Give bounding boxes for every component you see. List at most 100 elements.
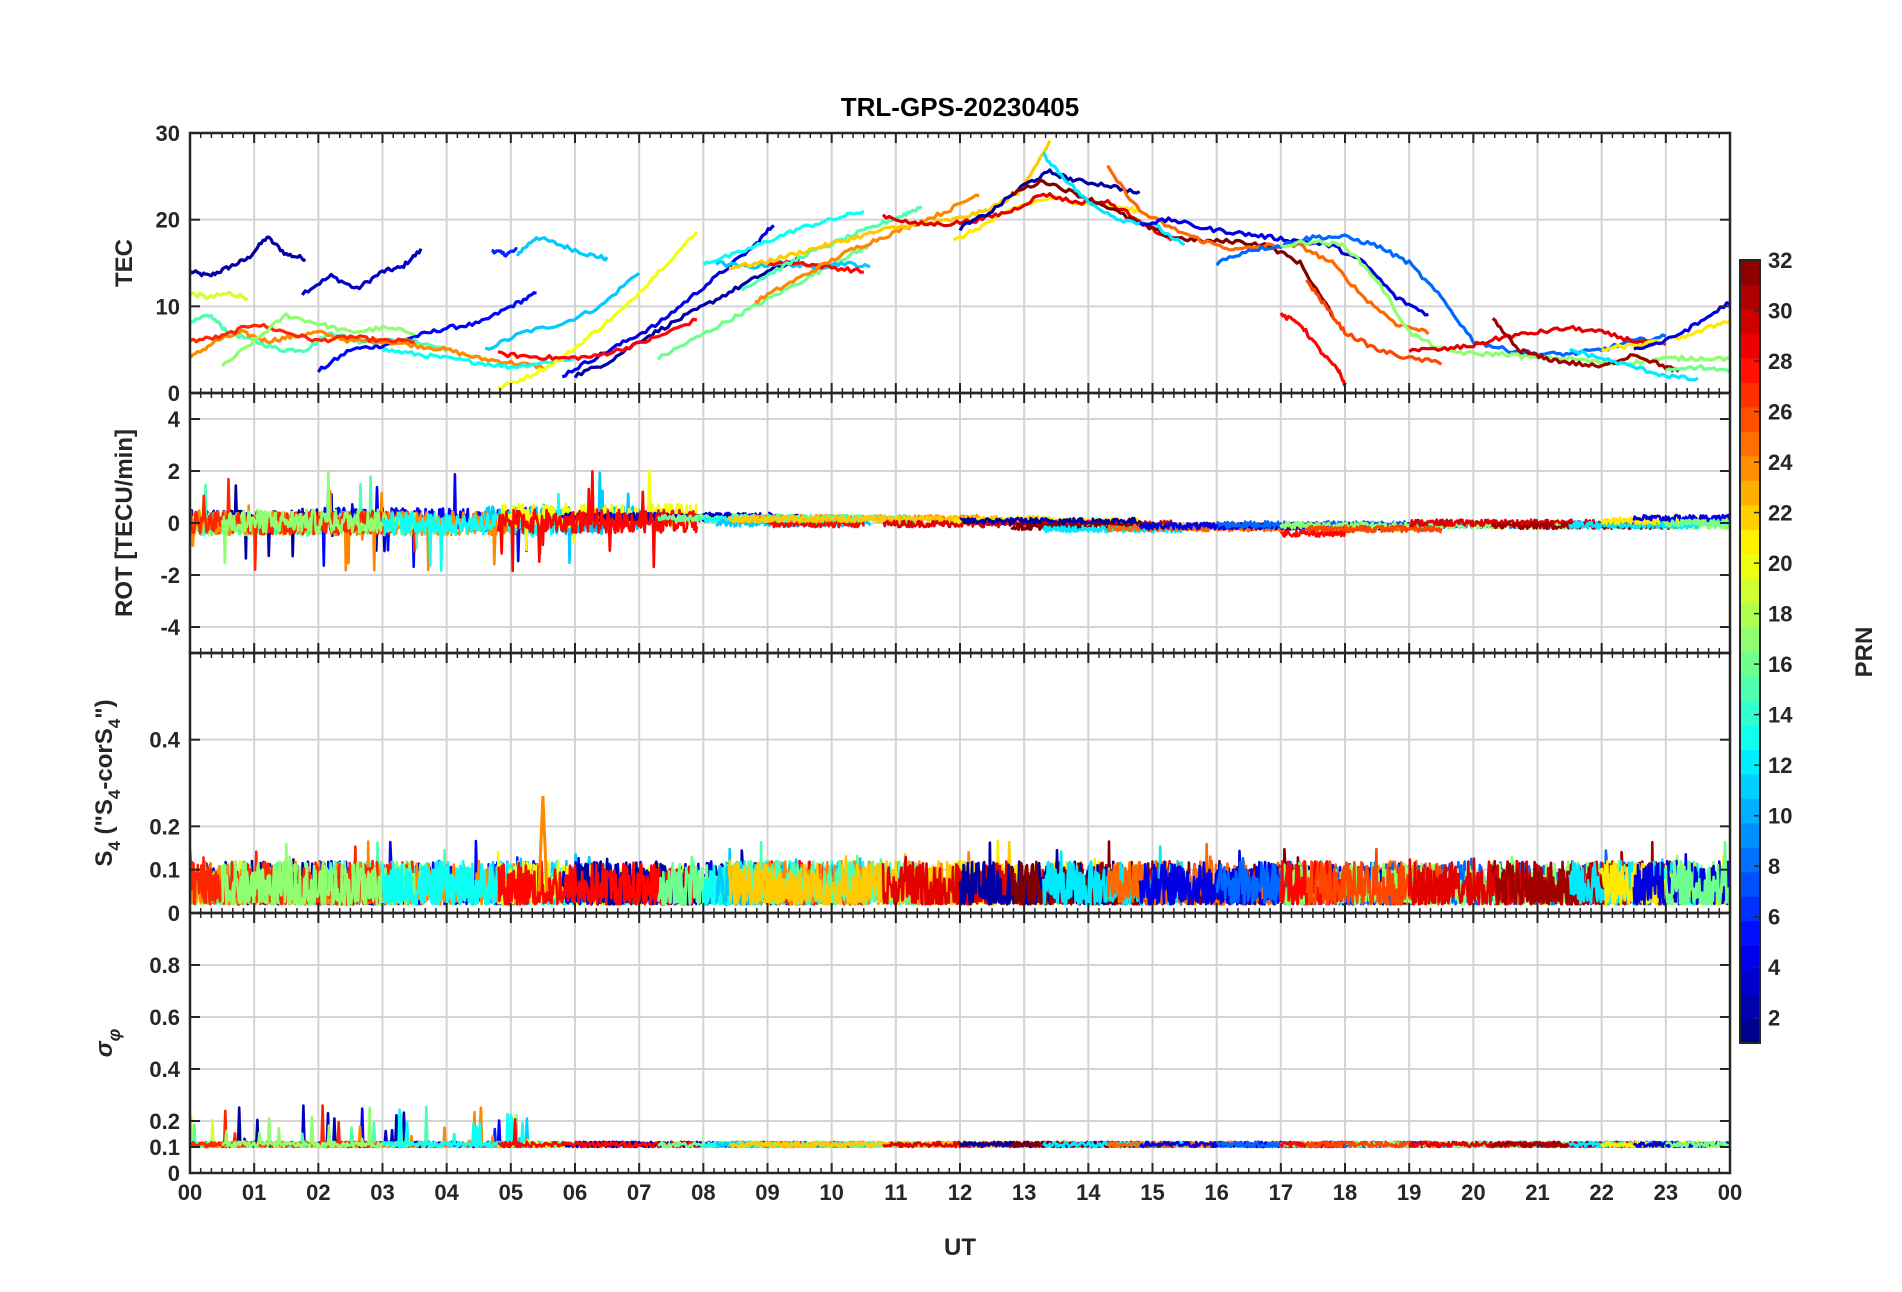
x-tick-label: 00 — [1718, 1180, 1742, 1205]
tec-series-line — [1569, 347, 1699, 382]
rot-series-line — [1280, 528, 1347, 538]
x-tick-label: 22 — [1589, 1180, 1613, 1205]
tec-series-line — [491, 247, 518, 258]
colorbar-segment — [1740, 798, 1760, 824]
colorbar-segment — [1740, 382, 1760, 408]
x-tick-label: 21 — [1525, 1180, 1549, 1205]
y-tick-label: 0.6 — [149, 1005, 180, 1030]
rot-series-line — [1568, 520, 1700, 530]
colorbar-segment — [1740, 260, 1760, 286]
y-tick-label: 0 — [168, 381, 180, 406]
y-tick-label: 0.4 — [149, 728, 180, 753]
colorbar-frame — [1739, 259, 1761, 1044]
x-tick-label: 01 — [242, 1180, 266, 1205]
frame-layer — [188, 131, 1761, 1175]
colorbar-segment — [1740, 847, 1760, 873]
rot-series-line — [496, 470, 699, 573]
x-tick-label: 16 — [1204, 1180, 1228, 1205]
s4-series-line — [1664, 840, 1730, 906]
colorbar-tick-label: 2 — [1768, 1006, 1780, 1031]
tec-series-line — [301, 248, 423, 296]
y-tick-label: 0.1 — [149, 858, 180, 883]
colorbar-segment — [1740, 945, 1760, 971]
colorbar-segment — [1740, 455, 1760, 481]
tec-series-line — [1215, 233, 1667, 358]
sigma-series-line — [221, 1106, 416, 1149]
tec-series-line — [1010, 178, 1334, 318]
panel-0-series — [190, 140, 1730, 391]
colorbar-tick-label: 26 — [1768, 400, 1792, 425]
colorbar-segment — [1740, 357, 1760, 383]
panel-3-series — [190, 1104, 1730, 1149]
x-tick-label: 10 — [819, 1180, 843, 1205]
tec-series-line — [1042, 151, 1186, 247]
colorbar-segment — [1740, 578, 1760, 604]
x-tick-label: 03 — [370, 1180, 394, 1205]
x-tick-label: 19 — [1397, 1180, 1421, 1205]
x-tick-label: 15 — [1140, 1180, 1164, 1205]
y-tick-label: 0.2 — [149, 814, 180, 839]
y-tick-label: 0 — [168, 901, 180, 926]
tec-series-line — [190, 322, 415, 344]
colorbar-segment — [1740, 724, 1760, 750]
tec-series-line — [754, 193, 980, 304]
tec-series-line — [497, 230, 699, 391]
colorbar-segment — [1740, 431, 1760, 457]
tec-series-line — [1665, 364, 1730, 374]
x-tick-label: 08 — [691, 1180, 715, 1205]
rot-series-line — [1664, 518, 1730, 528]
x-tick-label: 17 — [1269, 1180, 1293, 1205]
colorbar-tick-label: 14 — [1768, 703, 1793, 728]
colorbar-segment — [1740, 627, 1760, 653]
colorbar-label: PRN — [1851, 627, 1878, 678]
x-tick-label: 12 — [948, 1180, 972, 1205]
colorbar-segment — [1740, 333, 1760, 359]
y-tick-label: 0 — [168, 511, 180, 536]
x-tick-label: 02 — [306, 1180, 330, 1205]
colorbar-tick-label: 20 — [1768, 551, 1792, 576]
tec-series-line — [657, 243, 871, 361]
colorbar-tick-label: 22 — [1768, 501, 1792, 526]
y-tick-label: 0.4 — [149, 1057, 180, 1082]
tec-axis-label: TEC — [111, 239, 138, 287]
colorbar-tick-label: 12 — [1768, 753, 1792, 778]
tec-series-line — [881, 192, 1173, 242]
colorbar-segment — [1740, 553, 1760, 579]
tec-series-line — [573, 257, 801, 379]
colorbar-tick-label: 10 — [1768, 804, 1792, 829]
y-tick-label: 20 — [156, 208, 180, 233]
tec-series-line — [1633, 301, 1730, 351]
y-tick-label: 0 — [168, 1161, 180, 1186]
tec-series-line — [190, 235, 306, 278]
tec-series-line — [497, 317, 698, 361]
colorbar-segment — [1740, 700, 1760, 726]
x-tick-label: 23 — [1654, 1180, 1678, 1205]
y-tick-label: 0.1 — [149, 1135, 180, 1160]
tec-series-line — [220, 312, 415, 368]
colorbar-tick-label: 4 — [1768, 955, 1781, 980]
y-tick-label: -4 — [160, 615, 180, 640]
colorbar-segment — [1740, 308, 1760, 335]
tec-series-line — [316, 291, 537, 373]
colorbar-segment — [1740, 529, 1760, 555]
x-tick-label: 07 — [627, 1180, 651, 1205]
panel-2-series — [190, 795, 1730, 906]
y-tick-label: 2 — [168, 459, 180, 484]
rot-series-line — [766, 519, 866, 529]
colorbar-segment — [1740, 651, 1760, 677]
sigma-series-line — [1664, 1140, 1730, 1149]
s4-spike — [537, 795, 549, 892]
colorbar-segment — [1740, 1018, 1760, 1044]
tec-series-line — [1279, 312, 1347, 387]
colorbar-tick-label: 28 — [1768, 349, 1792, 374]
colorbar-segment — [1740, 284, 1760, 310]
rot-series-line — [220, 469, 416, 564]
tec-series-line — [484, 271, 641, 351]
colorbar-segment — [1740, 749, 1760, 775]
colorbar-segment — [1740, 602, 1760, 628]
y-tick-label: 4 — [168, 407, 181, 432]
sigma-series-line — [381, 1108, 576, 1149]
panel-frame — [188, 911, 1732, 1175]
x-tick-label: 13 — [1012, 1180, 1036, 1205]
